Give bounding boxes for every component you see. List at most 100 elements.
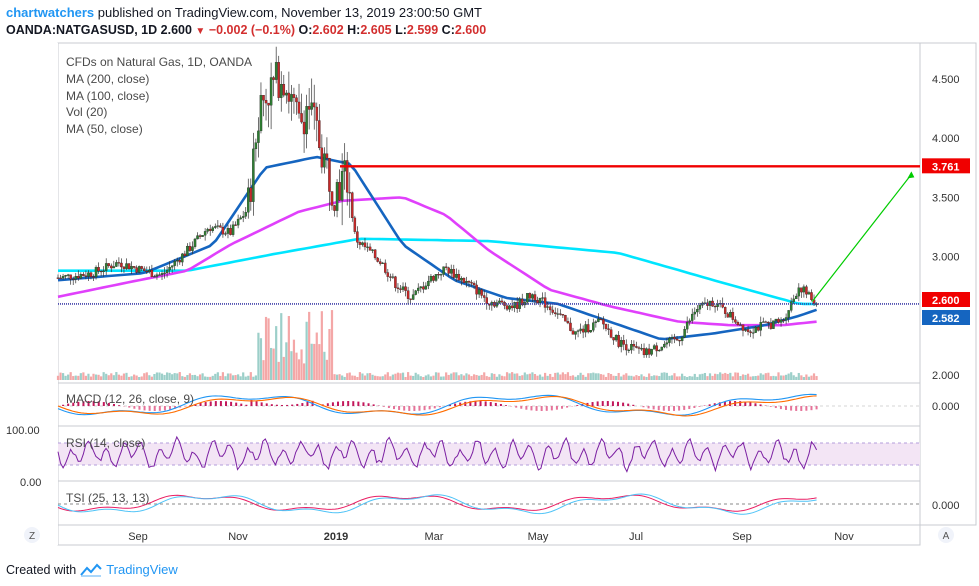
price-label-badge — [922, 310, 970, 325]
macd-histogram-bar — [270, 404, 273, 406]
macd-histogram-bar — [454, 403, 457, 406]
candle-body — [432, 275, 435, 281]
volume-bar — [523, 372, 526, 380]
zoom-nav-left[interactable] — [24, 527, 40, 543]
candle-body — [241, 216, 245, 218]
candle-body — [366, 246, 369, 248]
candle-body — [351, 192, 354, 219]
legend-volume[interactable]: Vol (20) — [66, 105, 108, 120]
candle-body — [297, 101, 301, 114]
candle-body — [335, 182, 339, 211]
volume-bar — [508, 373, 511, 380]
volume-bar — [457, 375, 460, 380]
legend-ma100[interactable]: MA (100, close) — [66, 88, 150, 103]
tsi-pane[interactable] — [57, 480, 921, 526]
candle-body — [723, 307, 727, 314]
candle-body — [789, 301, 793, 311]
candle-body — [104, 263, 108, 271]
candle-body — [61, 276, 65, 279]
legend-ma50[interactable]: MA (50, close) — [66, 122, 143, 137]
volume-bar — [79, 373, 82, 380]
candle-body — [460, 278, 463, 281]
candle-body — [470, 282, 473, 284]
candle-body — [277, 62, 280, 98]
macd-histogram-bar — [810, 406, 813, 411]
candle-body — [668, 338, 671, 343]
price-axis[interactable] — [919, 42, 977, 526]
volume-bar — [546, 375, 549, 380]
candle-body — [338, 182, 341, 201]
volume-bar — [221, 372, 225, 380]
candle-body — [640, 348, 643, 350]
candle-body — [82, 274, 85, 276]
volume-bar — [110, 373, 113, 380]
tsi-label: TSI (25, 13, 13) — [66, 491, 149, 505]
candle-body — [77, 276, 80, 279]
volume-bar — [483, 372, 486, 380]
volume-bar — [805, 374, 808, 380]
macd-histogram-bar — [632, 404, 635, 406]
volume-bar — [554, 372, 557, 380]
volume-bar — [226, 373, 230, 380]
volume-bar — [450, 373, 453, 380]
volume-bar — [140, 376, 143, 380]
candle-body — [287, 92, 291, 102]
macd-histogram-bar — [306, 402, 309, 406]
candle-body — [411, 294, 415, 300]
candle-body — [295, 97, 298, 103]
candle-body — [292, 94, 296, 98]
volume-bar — [680, 373, 684, 380]
candle-body — [792, 298, 795, 302]
volume-bar — [338, 374, 341, 380]
volume-bar — [92, 373, 95, 380]
volume-bar — [292, 339, 296, 380]
candle-body — [658, 349, 661, 352]
volume-bar — [779, 375, 783, 380]
candle-body — [178, 260, 182, 263]
time-axis[interactable] — [57, 524, 921, 546]
candle-body — [627, 349, 631, 351]
volume-bar — [386, 372, 389, 380]
macd-histogram-bar — [418, 406, 421, 411]
tradingview-brand[interactable]: TradingView — [106, 562, 178, 577]
macd-histogram-bar — [667, 406, 670, 411]
candle-body — [690, 313, 694, 321]
volume-bar — [447, 374, 450, 380]
candle-body — [328, 158, 331, 192]
volume-bar — [698, 374, 701, 380]
volume-bar — [549, 373, 552, 380]
volume-bar — [559, 374, 562, 380]
candle-body — [515, 302, 519, 309]
volume-bar — [582, 374, 585, 380]
candle-body — [368, 246, 372, 251]
candle-body — [140, 266, 143, 269]
volume-bar — [807, 376, 811, 380]
volume-bar — [59, 372, 62, 380]
macd-histogram-bar — [291, 404, 294, 406]
legend-ma200[interactable]: MA (200, close) — [66, 71, 150, 86]
macd-histogram-bar — [739, 401, 742, 406]
legend-series[interactable]: CFDs on Natural Gas, 1D, OANDA — [66, 55, 253, 69]
volume-bar — [193, 374, 197, 380]
volume-bar — [538, 374, 542, 380]
macd-label: MACD (12, 26, close, 9) — [66, 392, 194, 406]
candle-body — [526, 293, 529, 303]
macd-pane[interactable] — [57, 382, 921, 427]
author-name[interactable]: chartwatchers — [6, 5, 95, 20]
macd-histogram-bar — [652, 406, 655, 410]
macd-histogram-bar — [520, 406, 523, 409]
macd-histogram-bar — [744, 401, 747, 406]
volume-bar — [599, 374, 603, 380]
volume-bar — [764, 373, 767, 380]
moving-averages — [57, 155, 818, 341]
candle-body — [264, 100, 268, 104]
volume-bar — [739, 376, 742, 380]
candle-body — [117, 262, 121, 264]
auto-scale-button[interactable] — [938, 527, 954, 543]
volume-bar — [112, 375, 115, 380]
volume-bar — [287, 316, 290, 380]
candle-body — [181, 253, 184, 263]
volume-bar — [630, 375, 633, 380]
candle-body — [371, 249, 374, 251]
